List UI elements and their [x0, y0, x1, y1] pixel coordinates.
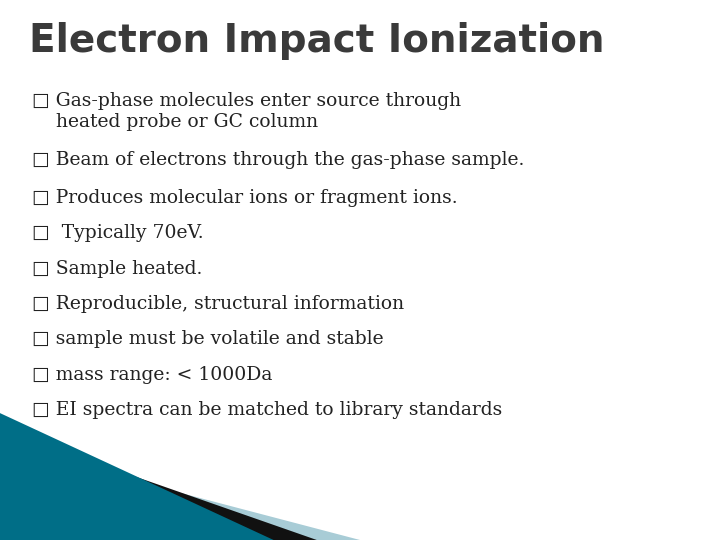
Text: □ Reproducible, structural information: □ Reproducible, structural information	[32, 295, 405, 313]
Text: Electron Impact Ionization: Electron Impact Ionization	[29, 22, 604, 59]
Text: □ EI spectra can be matched to library standards: □ EI spectra can be matched to library s…	[32, 401, 503, 418]
Text: □ sample must be volatile and stable: □ sample must be volatile and stable	[32, 330, 384, 348]
Text: □  Typically 70eV.: □ Typically 70eV.	[32, 224, 204, 242]
Text: □ mass range: < 1000Da: □ mass range: < 1000Da	[32, 366, 273, 383]
Text: □ Beam of electrons through the gas-phase sample.: □ Beam of electrons through the gas-phas…	[32, 151, 525, 169]
Polygon shape	[0, 413, 274, 540]
Polygon shape	[0, 446, 360, 540]
Text: □ Produces molecular ions or fragment ions.: □ Produces molecular ions or fragment io…	[32, 189, 458, 207]
Polygon shape	[0, 429, 317, 540]
Text: □ Gas-phase molecules enter source through
    heated probe or GC column: □ Gas-phase molecules enter source throu…	[32, 92, 462, 131]
Text: □ Sample heated.: □ Sample heated.	[32, 260, 203, 278]
